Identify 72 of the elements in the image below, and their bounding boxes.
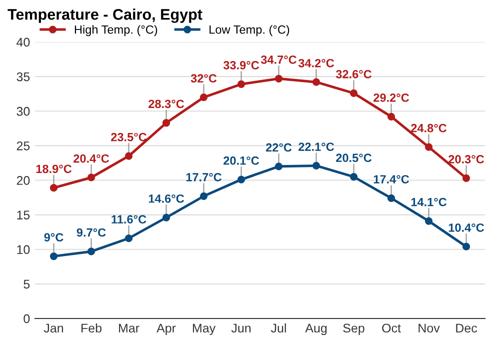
data-label: 20.5°C [336, 154, 372, 162]
data-label: 29.2°C [374, 94, 410, 102]
data-label: 34.7°C [260, 56, 297, 64]
data-label: 20.3°C [448, 155, 484, 164]
x-tick-label: Jul [270, 323, 286, 333]
data-label: 28.3°C [148, 100, 184, 108]
x-tick-label: Jun [231, 324, 251, 333]
data-label: 14.6°C [148, 194, 184, 203]
point [237, 80, 246, 88]
point [87, 248, 96, 256]
y-tick-label: 30 [16, 106, 30, 116]
point [274, 74, 283, 82]
y-tick-label: 0 [24, 314, 30, 324]
x-tick-label: Aug [305, 324, 327, 336]
point [50, 184, 58, 192]
data-label: 9.7°C [76, 228, 106, 237]
point [237, 176, 246, 184]
data-label: 18.9°C [36, 164, 72, 174]
point [424, 217, 433, 225]
y-tick-label: 20 [16, 176, 30, 185]
x-tick-label: Feb [82, 323, 102, 333]
point [87, 174, 96, 182]
point [162, 119, 170, 127]
point [274, 162, 283, 170]
x-tick-label: Mar [119, 324, 140, 333]
data-label: 11.6°C [112, 215, 146, 224]
point [462, 174, 470, 182]
x-tick-label: May [192, 324, 216, 336]
point [350, 172, 358, 181]
data-label: 32.6°C [336, 70, 372, 78]
point [50, 252, 58, 260]
data-label: 23.5°C [111, 132, 147, 142]
point [200, 93, 208, 102]
y-tick-label: 15 [17, 210, 30, 220]
data-label: 32°C [190, 74, 217, 83]
data-label: 17.4°C [374, 175, 410, 184]
point [387, 194, 396, 202]
data-label: 22°C [266, 143, 292, 152]
data-label: 10.4°C [448, 223, 484, 232]
data-label: 17.7°C [186, 173, 222, 182]
x-tick-label: Jan [44, 324, 64, 333]
y-tick-label: 25 [16, 141, 30, 150]
data-label: 9°C [44, 233, 64, 242]
y-tick-label: 10 [17, 245, 30, 254]
data-label: 24.8°C [411, 124, 447, 132]
data-label: 34.2°C [298, 58, 334, 68]
chart-title: Temperature - Cairo, Egypt [8, 8, 202, 23]
point [350, 89, 358, 97]
point [387, 112, 396, 120]
point [312, 78, 320, 86]
x-tick-label: Apr [156, 324, 176, 336]
y-tick-label: 35 [16, 72, 30, 82]
data-label: 33.9°C [223, 61, 260, 70]
data-label: 20.1°C [224, 156, 260, 165]
x-tick-label: Dec [456, 324, 478, 333]
point [424, 143, 433, 151]
point [200, 192, 208, 200]
point [462, 242, 470, 250]
x-tick-label: Nov [418, 324, 440, 333]
data-label: 20.4°C [74, 154, 110, 163]
point [312, 162, 320, 170]
legend-label: Low Temp. (°C) [210, 25, 290, 36]
y-tick-label: 40 [16, 38, 30, 47]
point [124, 152, 133, 160]
y-tick-label: 5 [24, 280, 30, 289]
data-label: 22.1°C [298, 142, 334, 151]
legend-label: High Temp. (°C) [74, 25, 158, 36]
x-tick-label: Sep [343, 324, 364, 336]
point [124, 234, 133, 242]
point [162, 214, 170, 222]
data-label: 14.1°C [411, 198, 447, 206]
x-tick-label: Oct [382, 324, 401, 333]
